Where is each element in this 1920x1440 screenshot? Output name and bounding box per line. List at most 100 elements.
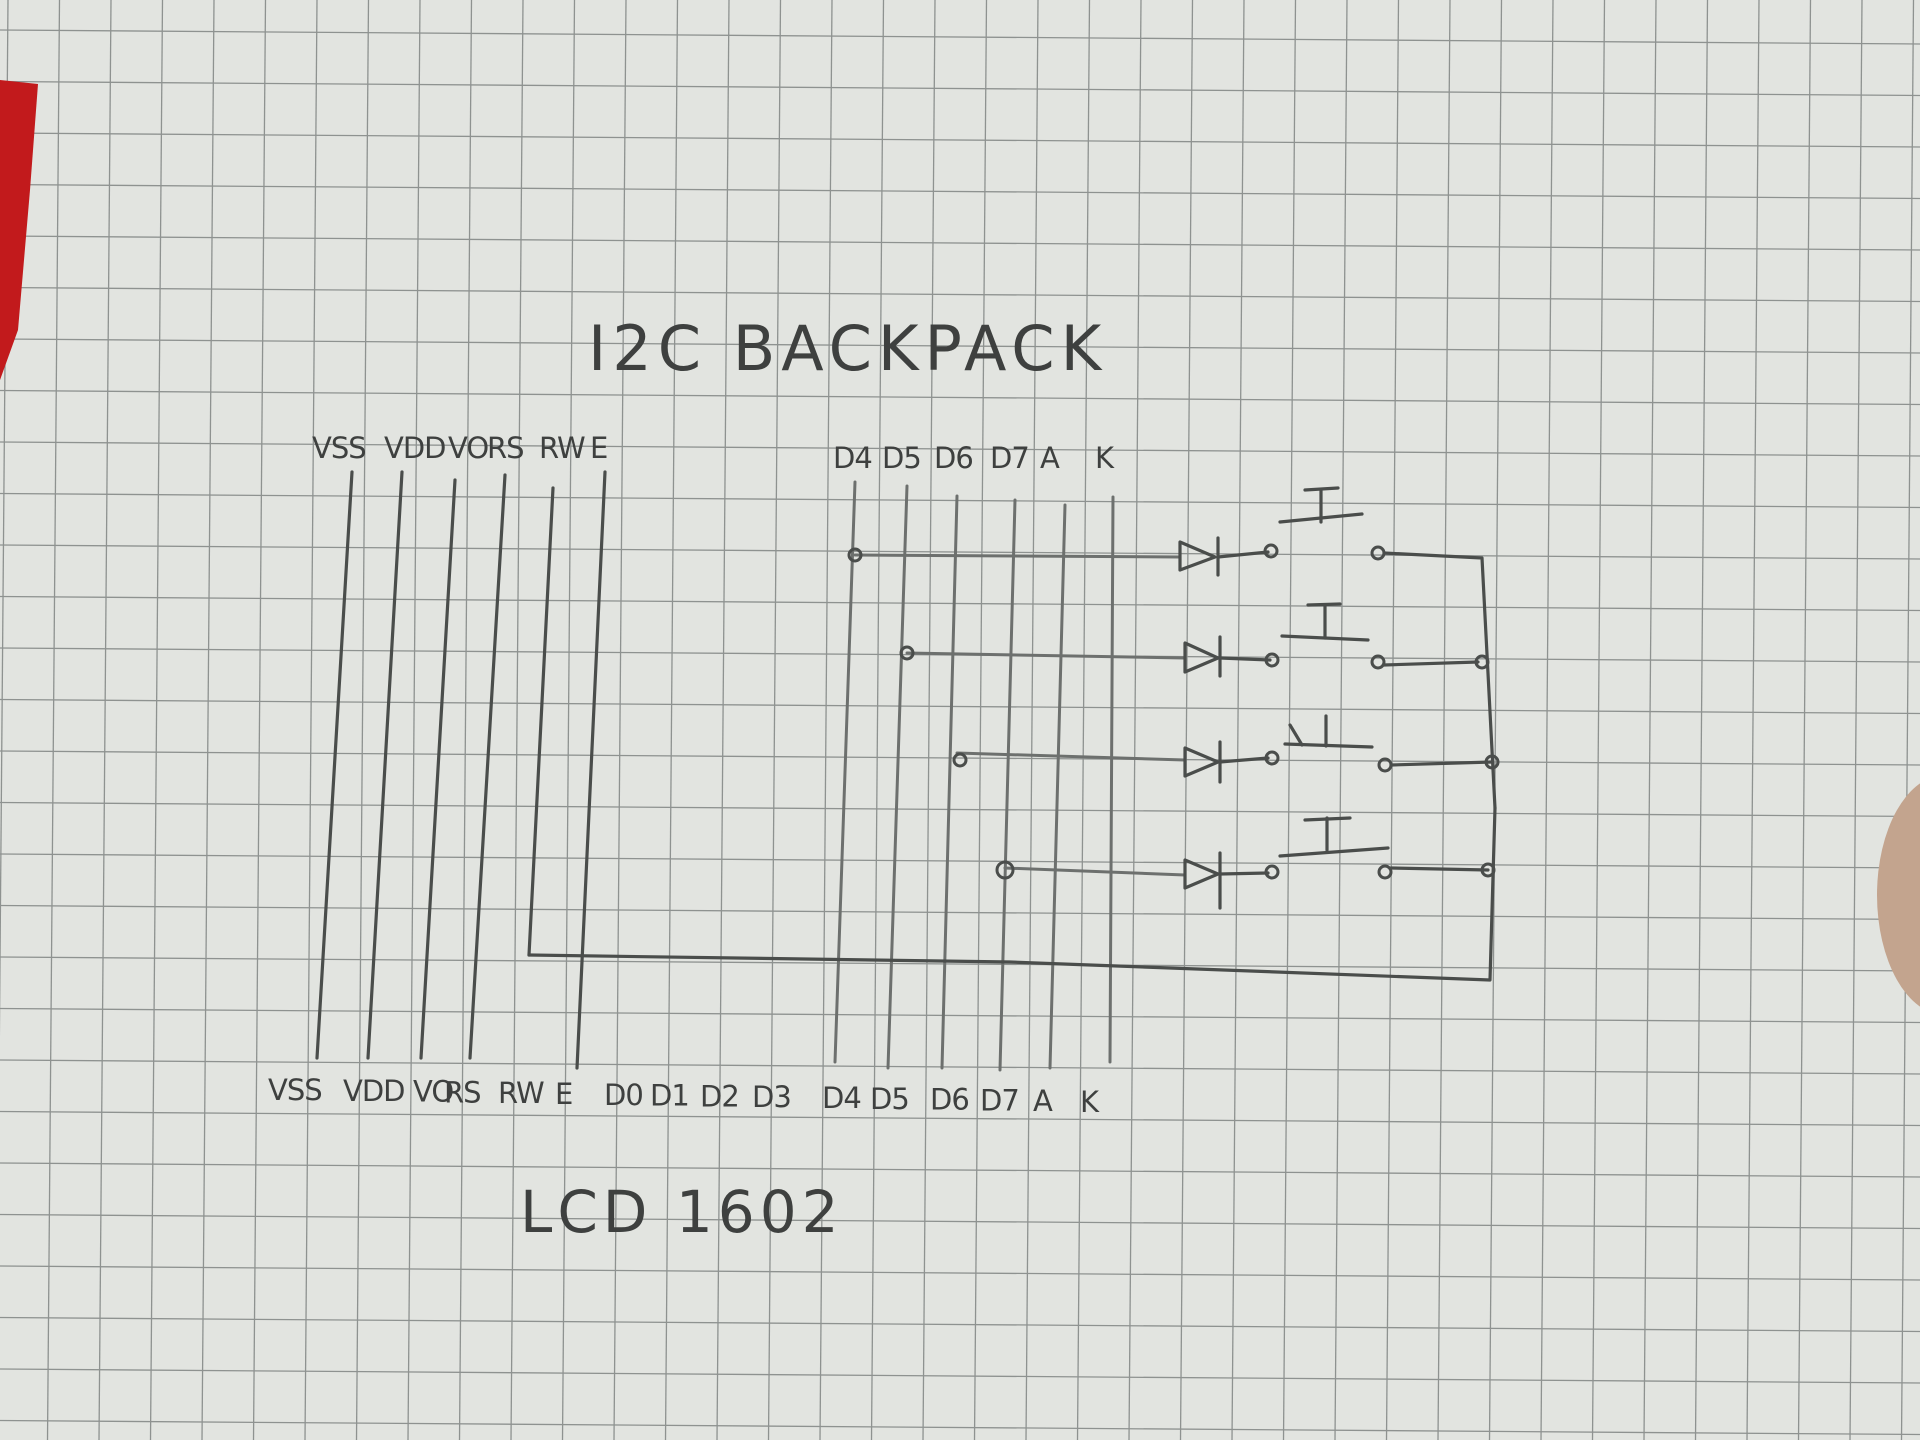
grid-line-vertical xyxy=(1334,0,1348,1440)
pin-label-rw: RW xyxy=(498,1076,544,1110)
grid-line-vertical xyxy=(46,0,61,1440)
row3-column-link xyxy=(1389,760,1494,767)
grid-line-vertical xyxy=(1231,0,1245,1440)
row2-right-node xyxy=(1474,654,1490,670)
grid-line-horizontal xyxy=(0,956,1920,972)
left-bus-wires xyxy=(315,470,607,1070)
grid-line-vertical xyxy=(98,0,112,1440)
grid-line-horizontal xyxy=(0,286,1920,303)
grid-line-vertical xyxy=(1488,0,1503,1440)
diode-icon xyxy=(1183,635,1272,678)
pin-label-d5: D5 xyxy=(882,441,921,475)
grid-line-vertical xyxy=(1128,0,1142,1440)
grid-line-vertical xyxy=(304,0,318,1440)
pin-label-vss: VSS xyxy=(268,1073,322,1107)
pushbutton-icon xyxy=(1280,602,1370,642)
pin-label-vdd: VDD xyxy=(384,431,446,465)
grid-line-vertical xyxy=(870,0,885,1440)
grid-line-horizontal xyxy=(0,1059,1920,1075)
row2-wire xyxy=(905,651,1187,660)
grid-line-horizontal xyxy=(0,441,1920,457)
grid-line-vertical xyxy=(1179,0,1194,1440)
pin-label-d5: D5 xyxy=(870,1082,909,1116)
pin-label-d7: D7 xyxy=(990,441,1029,475)
grid-line-vertical xyxy=(1025,0,1039,1440)
pin-label-d1: D1 xyxy=(650,1079,689,1113)
pin-label-vdd: VDD xyxy=(343,1074,405,1108)
grid-line-horizontal xyxy=(0,1368,1920,1384)
pin-label-e: E xyxy=(555,1077,572,1111)
grid-line-vertical xyxy=(1437,0,1451,1440)
pin-label-vo: VO xyxy=(413,1075,453,1109)
grid-line-horizontal xyxy=(0,1110,1920,1127)
wire-e xyxy=(575,470,607,1070)
row4-button-node-a xyxy=(1264,864,1280,880)
row4-button-node-b xyxy=(1377,864,1393,880)
grid-line-vertical xyxy=(1076,0,1091,1440)
pin-label-k: K xyxy=(1095,441,1115,475)
pin-label-d7: D7 xyxy=(980,1083,1019,1117)
grid-line-horizontal xyxy=(0,801,1920,818)
grid-line-vertical xyxy=(1540,0,1554,1440)
grid-line-horizontal xyxy=(0,183,1920,200)
diode-icon xyxy=(1178,536,1270,577)
row2-button-node-b xyxy=(1370,654,1386,670)
pin-label-d6: D6 xyxy=(934,441,973,475)
pin-label-a: A xyxy=(1040,441,1060,475)
wire-rs xyxy=(468,473,507,1060)
row1-column-link xyxy=(1382,551,1497,810)
pushbutton-icon xyxy=(1278,816,1390,858)
grid-line-horizontal xyxy=(0,698,1920,715)
pin-label-vo: VO xyxy=(448,431,488,465)
grid-line-vertical xyxy=(355,0,370,1440)
row3-node xyxy=(952,752,968,768)
grid-line-horizontal xyxy=(0,1162,1920,1178)
grid-line-horizontal xyxy=(0,389,1920,406)
grid-line-vertical xyxy=(1591,0,1606,1440)
wire-vdd xyxy=(366,470,404,1060)
grid-line-horizontal xyxy=(0,853,1920,869)
row4-wire xyxy=(1003,866,1187,877)
grid-line-horizontal xyxy=(0,750,1920,766)
grid-line-horizontal xyxy=(0,1213,1920,1230)
grid-line-vertical xyxy=(664,0,679,1440)
pin-label-d4: D4 xyxy=(822,1081,861,1115)
grid-line-horizontal xyxy=(0,235,1920,251)
grid-line-vertical xyxy=(1746,0,1760,1440)
top-right-pin-labels: D4 D5 D6 D7 A K xyxy=(833,441,1116,475)
grid-line-vertical xyxy=(1900,0,1915,1440)
wire-d5 xyxy=(886,484,909,1070)
pin-label-d0: D0 xyxy=(604,1078,643,1112)
wire-a xyxy=(1048,503,1067,1070)
wire-vss xyxy=(315,470,354,1060)
grid-line-horizontal xyxy=(0,492,1920,509)
diode-icon xyxy=(1183,851,1270,910)
wire-k xyxy=(1108,495,1115,1064)
keypad-matrix xyxy=(847,486,1500,910)
wire-d6 xyxy=(940,494,959,1070)
grid-line-vertical xyxy=(922,0,936,1440)
row3-button-node-a xyxy=(1264,750,1280,766)
grid-line-vertical xyxy=(1282,0,1297,1440)
grid-line-vertical xyxy=(149,0,164,1440)
grid-line-horizontal xyxy=(0,904,1920,921)
grid-line-vertical xyxy=(252,0,267,1440)
grid-line-horizontal xyxy=(0,1419,1920,1436)
row2-column-link xyxy=(1382,660,1480,667)
diode-icon xyxy=(1183,740,1270,784)
pin-label-vss: VSS xyxy=(312,431,366,465)
grid-line-vertical xyxy=(1385,0,1400,1440)
wire-rw xyxy=(527,486,555,957)
grid-line-horizontal xyxy=(0,1316,1920,1333)
pin-label-d4: D4 xyxy=(833,441,872,475)
wire-vo xyxy=(419,478,457,1060)
grid-line-vertical xyxy=(767,0,782,1440)
grid-line-vertical xyxy=(819,0,833,1440)
grid-line-horizontal xyxy=(0,80,1920,97)
grid-line-vertical xyxy=(1643,0,1657,1440)
